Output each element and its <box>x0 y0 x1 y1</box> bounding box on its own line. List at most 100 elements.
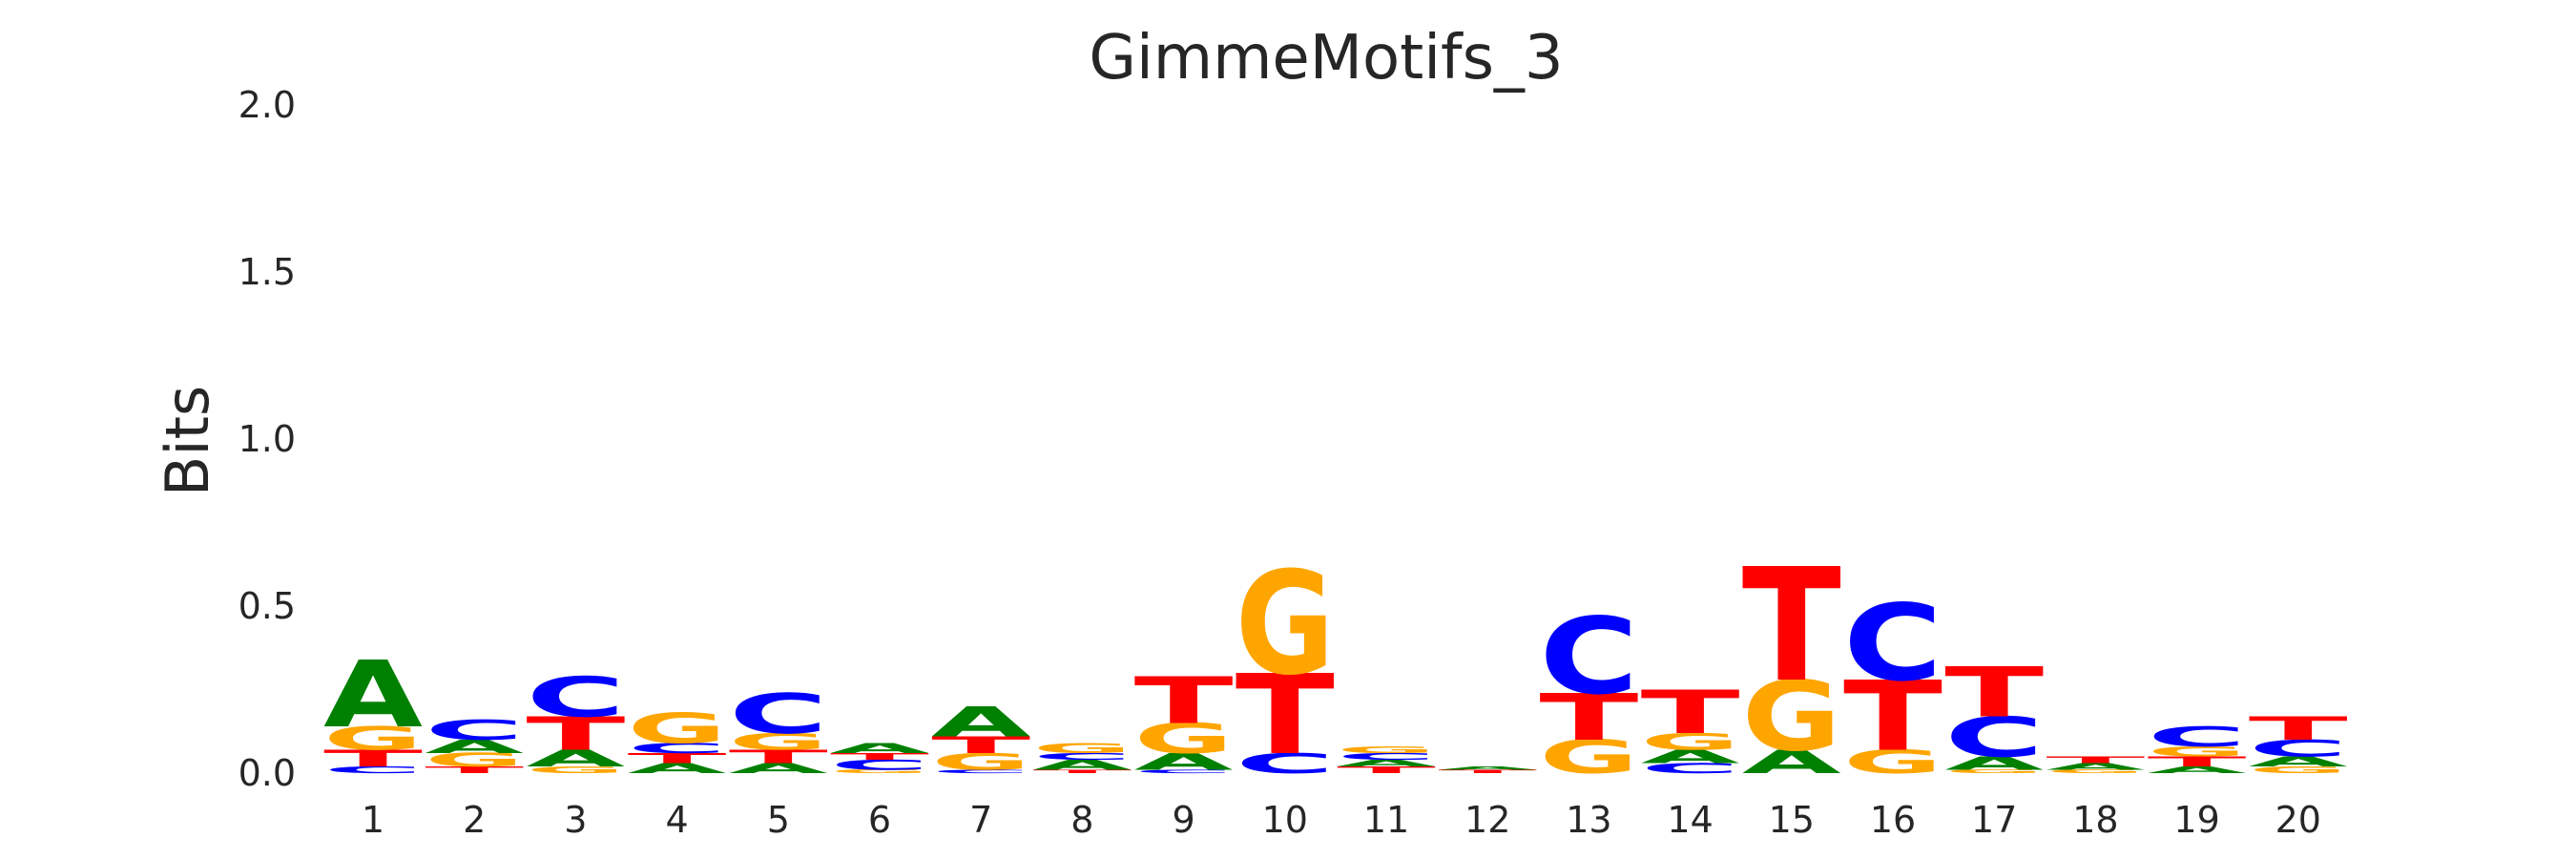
logo-letter-G: G <box>1236 541 1335 706</box>
logo-letter-T: T <box>2148 754 2247 770</box>
y-axis-label: Bits <box>153 386 222 496</box>
x-tick-label: 12 <box>1465 799 1510 841</box>
logo-letter-G: G <box>1134 715 1234 763</box>
logo-letter-A: A <box>1944 753 2044 774</box>
logo-letter-C: C <box>2148 722 2247 754</box>
logo-letter-A: A <box>830 741 929 757</box>
logo-letter-C: C <box>2249 735 2348 762</box>
x-tick-label: 20 <box>2275 799 2321 841</box>
y-tick-label: 1.0 <box>239 418 296 460</box>
logo-letter-G: G <box>628 705 727 753</box>
logo-letter-T: T <box>1641 679 1740 747</box>
logo-letter-T: T <box>1236 651 1335 779</box>
x-tick-label: 16 <box>1870 799 1916 841</box>
x-tick-label: 3 <box>564 799 587 841</box>
logo-letter-T: T <box>1944 653 2044 733</box>
logo-letter-C: C <box>425 715 524 747</box>
chart-title: GimmeMotifs_3 <box>1089 23 1563 94</box>
logo-letter-G: G <box>1641 728 1740 755</box>
y-tick-label: 0.5 <box>239 585 296 627</box>
logo-letter-T: T <box>830 751 929 762</box>
logo-letter-C: C <box>1134 769 1234 775</box>
logo-letter-T: T <box>323 745 423 772</box>
x-tick-label: 7 <box>969 799 992 841</box>
x-tick-label: 14 <box>1667 799 1713 841</box>
logo-letter-G: G <box>1843 744 1942 781</box>
logo-letter-A: A <box>526 745 625 772</box>
logo-letter-C: C <box>323 765 423 775</box>
logo-letter-T: T <box>729 746 828 767</box>
logo-letter-C: C <box>931 769 1030 775</box>
logo-letter-T: T <box>931 732 1030 759</box>
logo-letter-C: C <box>1337 751 1436 762</box>
logo-letter-T: T <box>2249 710 2348 747</box>
logo-letter-G: G <box>1032 741 1132 757</box>
logo-letter-T: T <box>628 750 727 766</box>
logo-letter-C: C <box>628 741 727 757</box>
logo-letter-G: G <box>1337 744 1436 755</box>
x-tick-label: 2 <box>463 799 486 841</box>
logo-letter-A: A <box>323 641 423 748</box>
logo-letter-C: C <box>1539 595 1638 718</box>
x-tick-label: 18 <box>2072 799 2118 841</box>
logo-letter-T: T <box>1539 681 1638 755</box>
logo-letter-A: A <box>425 736 524 757</box>
x-tick-label: 19 <box>2173 799 2219 841</box>
logo-letter-G: G <box>425 749 524 770</box>
logo-letter-G: G <box>2249 765 2348 775</box>
logo-letters: CTGATGACGATCATCGATGCGCTACGTATACGCAGTCTGT… <box>323 535 2348 784</box>
logo-letter-T: T <box>1134 663 1234 738</box>
logo-letter-G: G <box>729 728 828 755</box>
logo-letter-G: G <box>931 748 1030 775</box>
logo-letter-G: G <box>1742 660 1841 772</box>
x-tick-label: 15 <box>1769 799 1815 841</box>
logo-letter-T: T <box>526 707 625 761</box>
x-tick-label: 13 <box>1566 799 1611 841</box>
logo-letter-C: C <box>830 757 929 773</box>
logo-letter-C: C <box>1641 761 1740 777</box>
logo-letter-C: C <box>1944 705 2044 769</box>
logo-letter-A: A <box>1337 758 1436 768</box>
x-tick-label: 6 <box>868 799 891 841</box>
logo-letter-A: A <box>628 761 727 777</box>
x-tick-label: 1 <box>362 799 384 841</box>
logo-letter-T: T <box>1843 661 1942 773</box>
logo-letter-C: C <box>1236 748 1335 781</box>
logo-letter-A: A <box>2046 762 2145 772</box>
logo-letter-T: T <box>425 765 524 775</box>
logo-letter-G: G <box>830 769 929 775</box>
logo-letter-A: A <box>1641 746 1740 767</box>
logo-letter-A: A <box>1134 748 1234 775</box>
logo-letter-C: C <box>526 665 625 729</box>
logo-letter-G: G <box>2148 744 2247 760</box>
logo-letter-G: G <box>1944 769 2044 775</box>
logo-letter-A: A <box>1742 744 1841 781</box>
y-tick-label: 1.5 <box>239 251 296 293</box>
logo-letter-C: C <box>1032 751 1132 762</box>
logo-letter-C: C <box>1843 581 1942 704</box>
logo-letter-T: T <box>2046 755 2145 765</box>
logo-letter-C: C <box>729 682 828 746</box>
x-tick-label: 10 <box>1262 799 1308 841</box>
logo-letter-A: A <box>1032 757 1132 773</box>
logo-letter-G: G <box>323 720 423 757</box>
logo-letter-A: A <box>2249 754 2348 770</box>
logo-letter-G: G <box>1539 730 1638 784</box>
x-tick-label: 8 <box>1070 799 1093 841</box>
y-axis-ticks: 0.0 0.5 1.0 1.5 2.0 <box>239 84 296 794</box>
logo-letter-T: T <box>1742 535 1841 717</box>
y-tick-label: 2.0 <box>239 84 296 126</box>
x-tick-label: 4 <box>666 799 689 841</box>
logo-letter-G: G <box>526 765 625 775</box>
logo-letter-A: A <box>931 698 1030 746</box>
logo-letter-A: A <box>1438 765 1538 771</box>
logo-letter-G: G <box>2046 769 2145 775</box>
x-tick-label: 17 <box>1971 799 2017 841</box>
logo-letter-T: T <box>1337 765 1436 775</box>
logo-letter-T: T <box>1438 769 1537 775</box>
x-tick-label: 5 <box>767 799 790 841</box>
x-tick-label: 9 <box>1173 799 1195 841</box>
x-tick-label: 11 <box>1363 799 1409 841</box>
y-tick-label: 0.0 <box>239 752 296 794</box>
